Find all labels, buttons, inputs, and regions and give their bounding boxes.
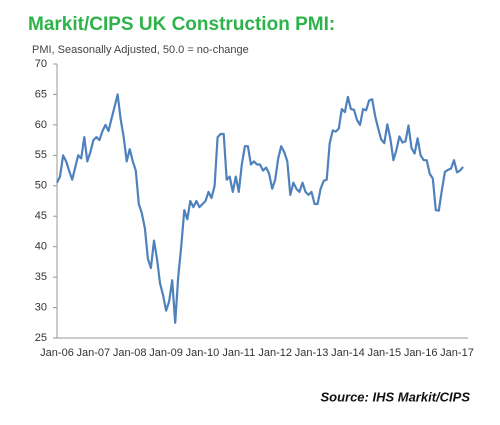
chart-title: Markit/CIPS UK Construction PMI: bbox=[28, 14, 335, 35]
x-tick-label: Jan-15 bbox=[367, 347, 401, 359]
x-tick-label: Jan-10 bbox=[186, 347, 220, 359]
y-tick-label: 35 bbox=[35, 271, 47, 283]
y-tick-label: 65 bbox=[35, 88, 47, 100]
x-tick-label: Jan-06 bbox=[40, 347, 74, 359]
y-tick-label: 70 bbox=[35, 58, 47, 70]
y-tick-label: 50 bbox=[35, 180, 47, 192]
source-note: Source: IHS Markit/CIPS bbox=[320, 389, 470, 404]
y-tick-label: 60 bbox=[35, 119, 47, 131]
y-tick-label: 25 bbox=[35, 332, 47, 344]
y-tick-label: 55 bbox=[35, 149, 47, 161]
x-tick-label: Jan-12 bbox=[258, 347, 292, 359]
y-tick-label: 45 bbox=[35, 210, 47, 222]
data-line bbox=[56, 93, 464, 324]
x-tick-label: Jan-13 bbox=[295, 347, 329, 359]
x-tick-label: Jan-07 bbox=[77, 347, 111, 359]
x-tick-label: Jan-16 bbox=[404, 347, 438, 359]
y-tick-label: 30 bbox=[35, 301, 47, 313]
x-tick-label: Jan-08 bbox=[113, 347, 147, 359]
x-tick-label: Jan-14 bbox=[331, 347, 365, 359]
x-tick-label: Jan-11 bbox=[222, 347, 255, 359]
x-tick-label: Jan-09 bbox=[149, 347, 183, 359]
chart-subtitle: PMI, Seasonally Adjusted, 50.0 = no-chan… bbox=[32, 44, 249, 56]
x-tick-label: Jan-17 bbox=[440, 347, 474, 359]
y-tick-label: 40 bbox=[35, 241, 47, 253]
